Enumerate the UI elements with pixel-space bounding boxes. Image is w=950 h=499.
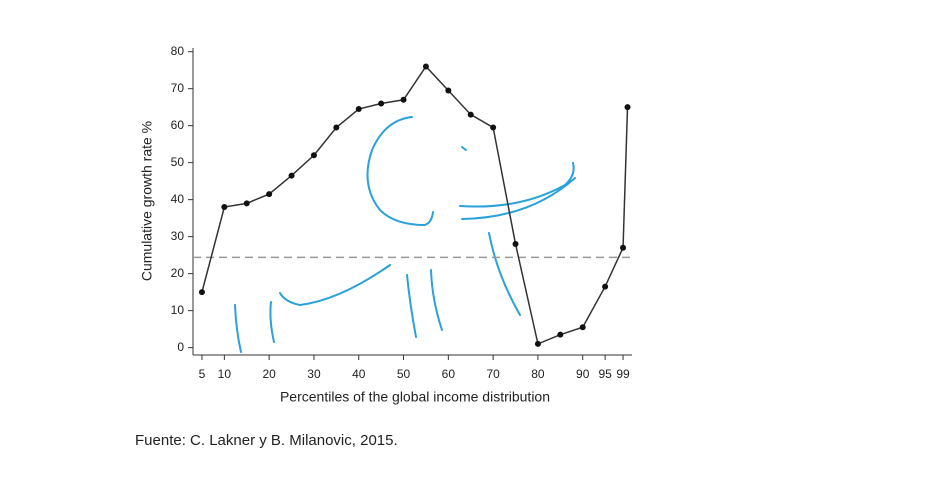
data-point bbox=[445, 87, 452, 94]
elephant-drawing bbox=[234, 116, 576, 353]
y-axis-label: Cumulative growth rate % bbox=[139, 121, 155, 281]
x-tick-label: 30 bbox=[307, 367, 321, 381]
data-point bbox=[490, 124, 497, 131]
data-point bbox=[198, 289, 205, 296]
y-tick-label: 60 bbox=[171, 118, 185, 132]
x-tick-label: 50 bbox=[397, 367, 411, 381]
data-line bbox=[201, 65, 629, 345]
data-point bbox=[221, 204, 228, 211]
data-point bbox=[620, 244, 627, 251]
y-tick-label: 40 bbox=[171, 192, 185, 206]
y-tick-label: 0 bbox=[177, 340, 184, 354]
data-point bbox=[467, 111, 474, 118]
data-point bbox=[333, 124, 340, 131]
data-point bbox=[400, 96, 407, 103]
x-tick-label: 99 bbox=[616, 367, 630, 381]
data-point bbox=[266, 191, 273, 198]
x-axis-label: Percentiles of the global income distrib… bbox=[280, 389, 550, 405]
data-point bbox=[378, 100, 385, 107]
data-point bbox=[579, 324, 586, 331]
x-tick-label: 95 bbox=[598, 367, 612, 381]
x-tick-label: 70 bbox=[486, 367, 500, 381]
y-tick-label: 80 bbox=[171, 44, 185, 58]
x-tick-label: 5 bbox=[199, 367, 206, 381]
y-tick-label: 30 bbox=[171, 229, 185, 243]
y-tick-label: 20 bbox=[171, 266, 185, 280]
x-tick-label: 60 bbox=[442, 367, 456, 381]
data-point bbox=[422, 63, 429, 70]
data-point bbox=[243, 200, 250, 207]
x-tick-label: 10 bbox=[218, 367, 232, 381]
x-tick-label: 80 bbox=[531, 367, 545, 381]
x-tick-label: 20 bbox=[262, 367, 276, 381]
data-point bbox=[602, 283, 609, 290]
data-point bbox=[534, 340, 541, 347]
x-tick-label: 40 bbox=[352, 367, 366, 381]
data-point bbox=[310, 152, 317, 159]
y-tick-label: 50 bbox=[171, 155, 185, 169]
data-point bbox=[355, 106, 362, 113]
data-point bbox=[557, 331, 564, 338]
x-tick-label: 90 bbox=[576, 367, 590, 381]
data-point bbox=[624, 104, 631, 111]
data-point bbox=[512, 241, 519, 248]
y-tick-label: 70 bbox=[171, 81, 185, 95]
source-note: Fuente: C. Lakner y B. Milanovic, 2015. bbox=[135, 432, 398, 449]
data-point bbox=[288, 172, 295, 179]
y-tick-label: 10 bbox=[171, 303, 185, 317]
